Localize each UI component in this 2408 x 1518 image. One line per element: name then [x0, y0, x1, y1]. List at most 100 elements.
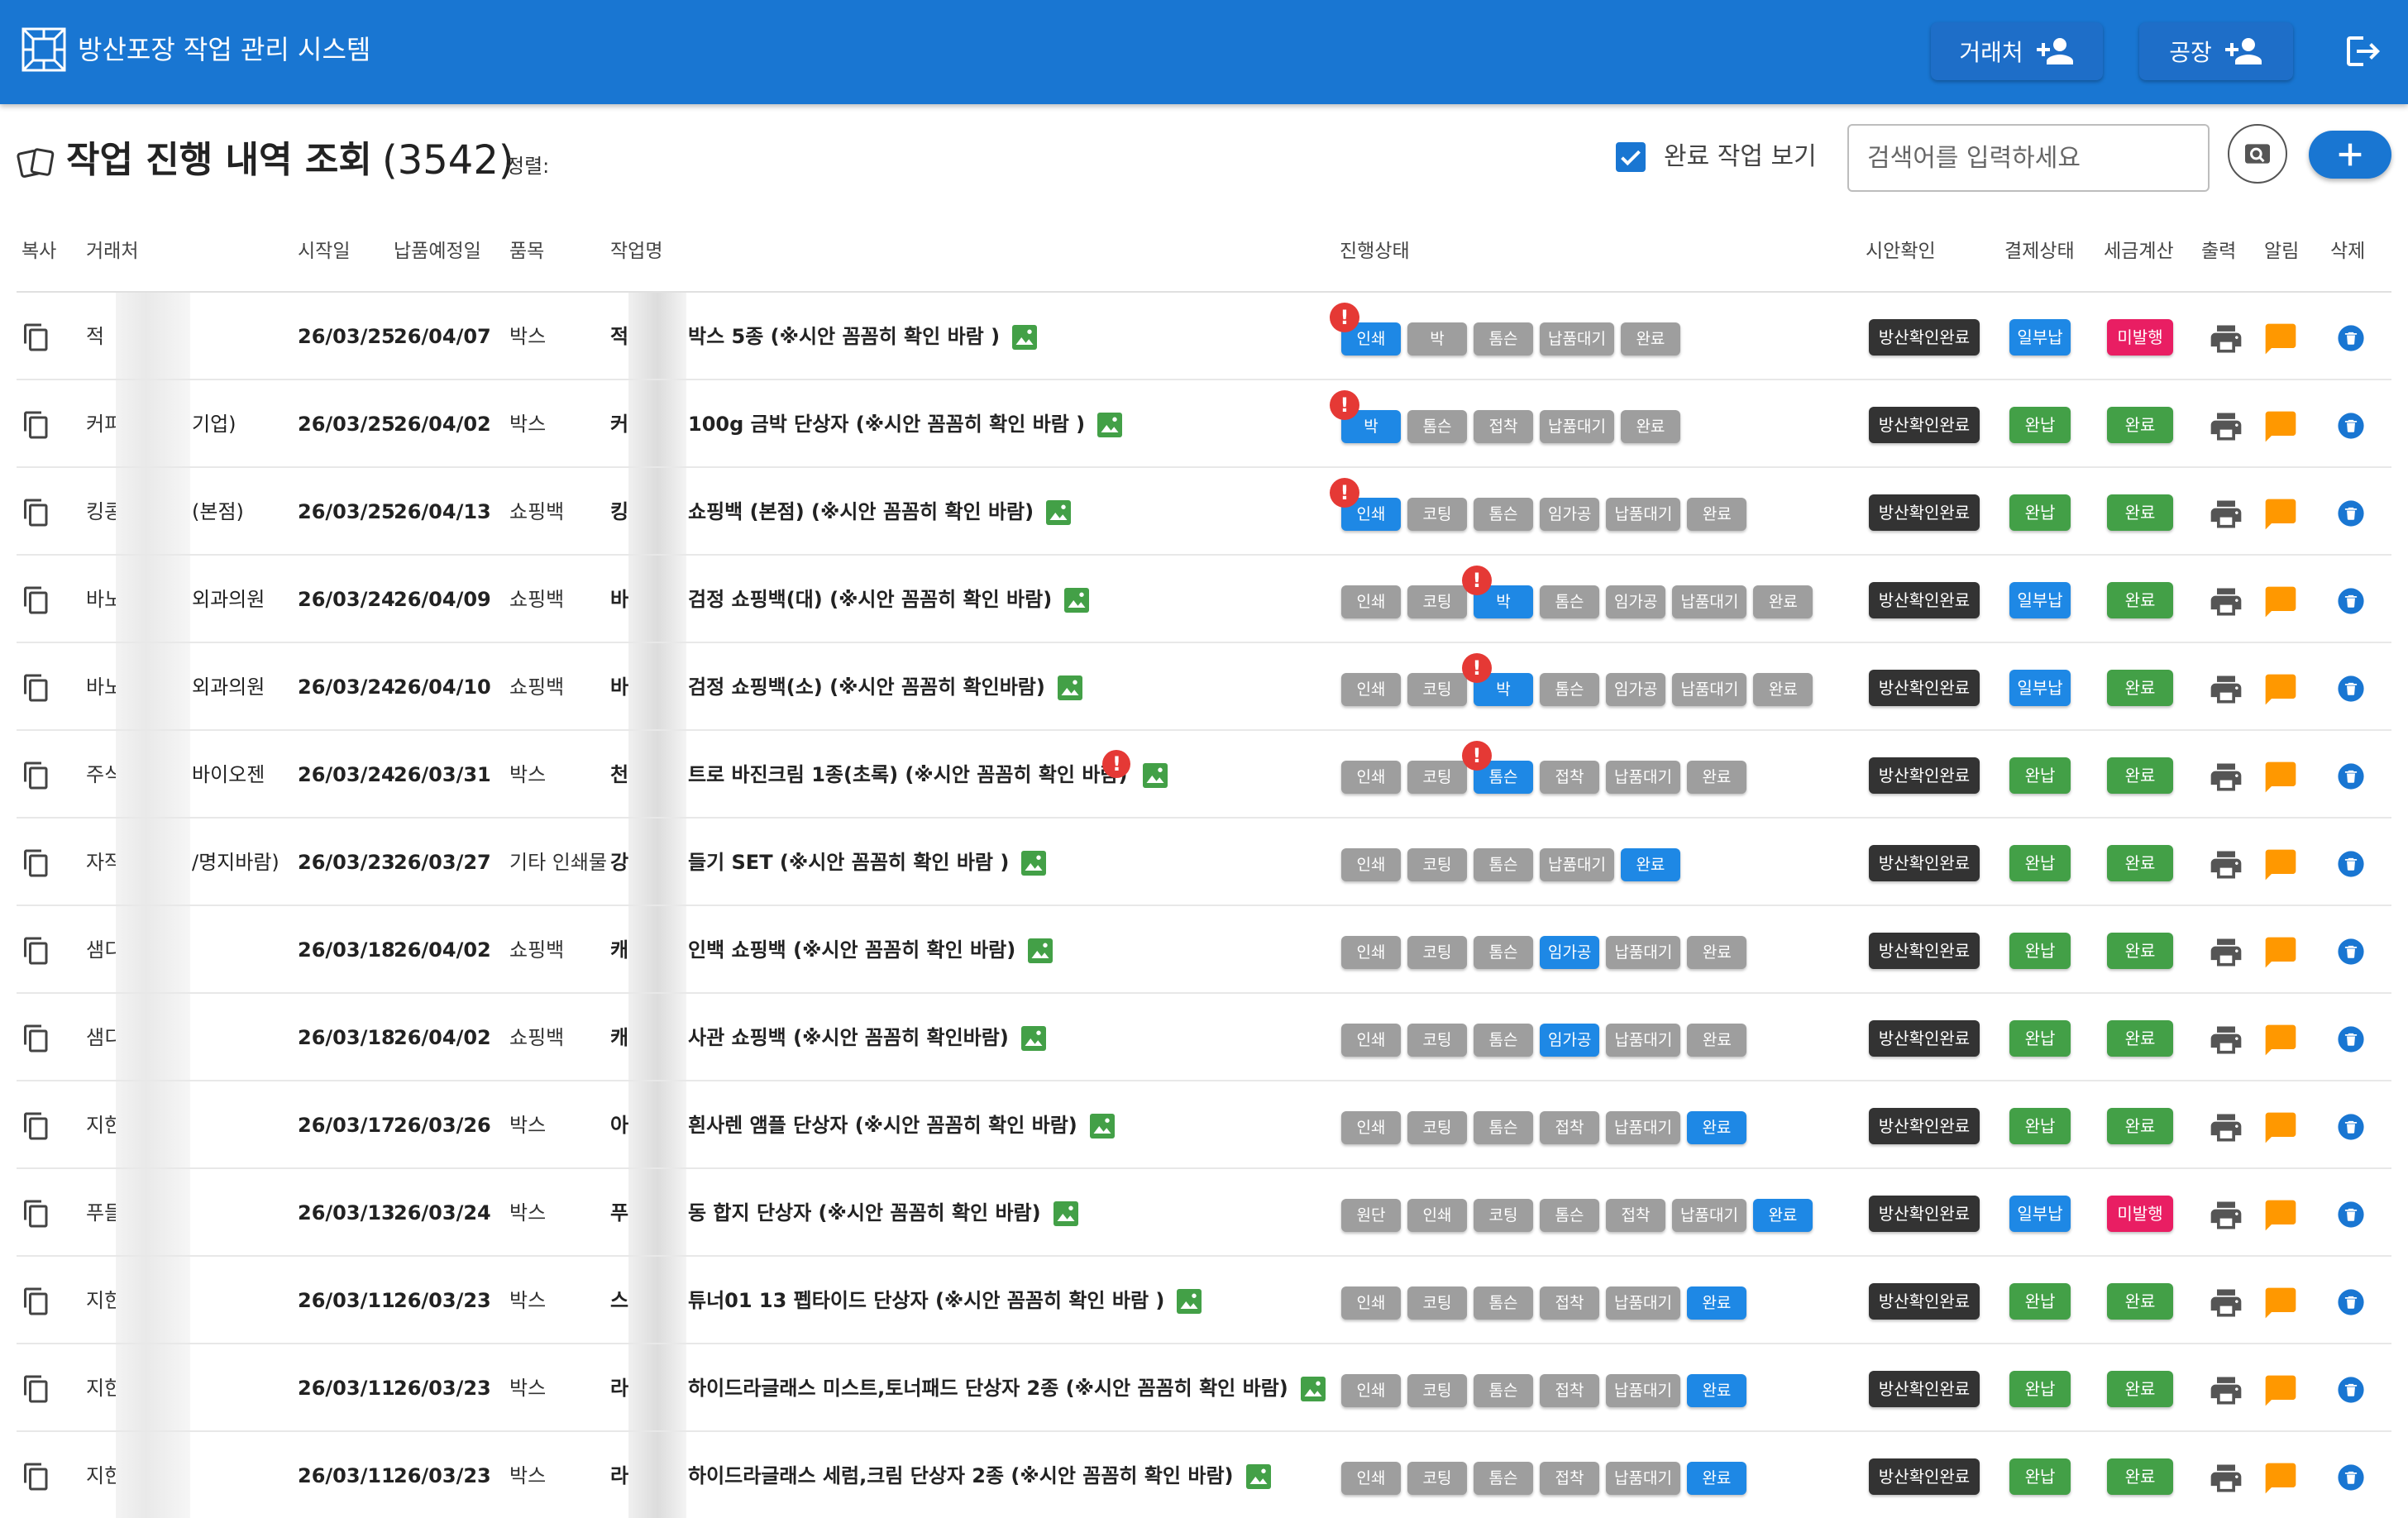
payment-status-chip[interactable]: 일부납 — [2009, 582, 2071, 618]
step-chip[interactable]: 임가공 — [1540, 936, 1600, 969]
proof-status-chip[interactable]: 방산확인완료 — [1869, 319, 1980, 356]
table-row[interactable]: 킹콩 (본점) 26/03/25 26/04/13 쇼핑백 킹 쇼핑백 (본점) (※시안 … — [0, 468, 2408, 556]
step-chip[interactable]: 톰슨 — [1474, 1374, 1533, 1407]
image-icon[interactable] — [1055, 673, 1085, 703]
image-icon[interactable] — [1298, 1374, 1328, 1404]
step-chip[interactable]: 인쇄! — [1330, 303, 1401, 356]
image-icon[interactable] — [1244, 1462, 1273, 1492]
step-chip[interactable]: 인쇄 — [1341, 1374, 1401, 1407]
copy-icon[interactable] — [22, 410, 51, 440]
payment-status-chip[interactable]: 완납 — [2009, 933, 2071, 969]
step-chip[interactable]: 인쇄 — [1407, 1199, 1467, 1232]
step-chip[interactable]: 완료 — [1620, 322, 1680, 356]
step-chip[interactable]: 코팅 — [1474, 1199, 1533, 1232]
search-button[interactable] — [2228, 124, 2287, 184]
payment-status-chip[interactable]: 완납 — [2009, 1371, 2071, 1407]
step-chip[interactable]: 완료 — [1752, 1199, 1813, 1232]
print-icon[interactable] — [2208, 759, 2244, 795]
step-chip[interactable]: 완료 — [1620, 410, 1680, 443]
delete-icon[interactable] — [2337, 1201, 2365, 1229]
table-row[interactable]: 자작/명지바람) 26/03/23 26/03/27 기타 인쇄물 강 들기 SET (※… — [0, 819, 2408, 906]
step-chip[interactable]: 코팅 — [1407, 761, 1467, 794]
step-chip[interactable]: 임가공 — [1606, 585, 1666, 618]
notification-icon[interactable] — [2262, 1372, 2299, 1409]
print-icon[interactable] — [2208, 408, 2244, 445]
payment-status-chip[interactable]: 완납 — [2009, 1020, 2071, 1057]
proof-status-chip[interactable]: 방산확인완료 — [1869, 1108, 1980, 1144]
proof-status-chip[interactable]: 방산확인완료 — [1869, 757, 1980, 794]
step-chip[interactable]: 접착 — [1540, 1111, 1599, 1144]
step-chip[interactable]: 임가공 — [1606, 673, 1666, 706]
step-chip[interactable]: 납품대기 — [1606, 498, 1681, 531]
tax-status-chip[interactable]: 미발행 — [2107, 1196, 2173, 1232]
step-chip[interactable]: 납품대기 — [1672, 585, 1747, 618]
copy-icon[interactable] — [22, 1374, 51, 1404]
payment-status-chip[interactable]: 일부납 — [2009, 1196, 2071, 1232]
notification-icon[interactable] — [2262, 1110, 2299, 1146]
col-client[interactable]: 거래처 — [86, 241, 139, 262]
step-chip[interactable]: 코팅 — [1407, 585, 1467, 618]
tax-status-chip[interactable]: 완료 — [2107, 1108, 2173, 1144]
payment-status-chip[interactable]: 일부납 — [2009, 319, 2071, 356]
step-chip[interactable]: 납품대기 — [1606, 1286, 1680, 1320]
step-chip[interactable]: 납품대기 — [1606, 936, 1681, 969]
step-chip[interactable]: 인쇄 — [1341, 1286, 1401, 1320]
step-chip[interactable]: 인쇄 — [1341, 1111, 1401, 1144]
tax-status-chip[interactable]: 완료 — [2107, 1371, 2173, 1407]
table-row[interactable]: 적 26/03/25 26/04/07 박스 적 박스 5종 (※시안 꼼꼼히 확인 바람… — [0, 293, 2408, 380]
payment-status-chip[interactable]: 완납 — [2009, 1458, 2071, 1495]
step-chip[interactable]: 완료 — [1687, 498, 1747, 531]
step-chip[interactable]: 톰슨 — [1474, 1111, 1533, 1144]
image-icon[interactable] — [1010, 322, 1039, 352]
tax-status-chip[interactable]: 미발행 — [2107, 319, 2173, 356]
step-chip[interactable]: 톰슨 — [1407, 410, 1467, 443]
delete-icon[interactable] — [2337, 587, 2365, 615]
tax-status-chip[interactable]: 완료 — [2107, 1458, 2173, 1495]
tax-status-chip[interactable]: 완료 — [2107, 670, 2173, 706]
notification-icon[interactable] — [2262, 408, 2299, 445]
logout-icon[interactable] — [2344, 31, 2383, 71]
step-chip[interactable]: 완료 — [1686, 1286, 1746, 1320]
proof-status-chip[interactable]: 방산확인완료 — [1869, 1283, 1980, 1320]
step-chip[interactable]: 톰슨 — [1474, 322, 1533, 356]
step-chip[interactable]: 코팅 — [1407, 1286, 1467, 1320]
step-chip[interactable]: 인쇄! — [1330, 478, 1401, 531]
step-chip[interactable]: 임가공 — [1540, 498, 1600, 531]
print-icon[interactable] — [2208, 847, 2244, 883]
step-chip[interactable]: 코팅 — [1407, 498, 1467, 531]
notification-icon[interactable] — [2262, 1460, 2299, 1497]
job-name[interactable]: 박스 5종 (※시안 꼼꼼히 확인 바람 ) — [688, 322, 1039, 352]
step-chip[interactable]: 톰슨 — [1474, 1286, 1533, 1320]
tax-status-chip[interactable]: 완료 — [2107, 757, 2173, 794]
payment-status-chip[interactable]: 일부납 — [2009, 670, 2071, 706]
step-chip[interactable]: 완료 — [1687, 1024, 1747, 1057]
show-done-label[interactable]: 완료 작업 보기 — [1664, 142, 1817, 171]
step-chip[interactable]: 코팅 — [1407, 1462, 1467, 1495]
step-chip[interactable]: 박! — [1462, 653, 1533, 706]
step-chip[interactable]: 접착 — [1540, 1286, 1599, 1320]
proof-status-chip[interactable]: 방산확인완료 — [1869, 582, 1980, 618]
step-chip[interactable]: 완료 — [1753, 673, 1813, 706]
print-icon[interactable] — [2208, 496, 2244, 532]
payment-status-chip[interactable]: 완납 — [2009, 757, 2071, 794]
step-chip[interactable]: 인쇄 — [1341, 1024, 1401, 1057]
copy-icon[interactable] — [22, 322, 51, 352]
copy-icon[interactable] — [22, 1111, 51, 1141]
delete-icon[interactable] — [2337, 938, 2365, 966]
delete-icon[interactable] — [2337, 675, 2365, 703]
step-chip[interactable]: 납품대기 — [1606, 1111, 1680, 1144]
step-chip[interactable]: 인쇄 — [1341, 936, 1401, 969]
table-row[interactable]: 지한 26/03/11 26/03/23 박스 라 하이드라글래스 미스트,토너패드 단상… — [0, 1344, 2408, 1432]
copy-icon[interactable] — [22, 1024, 51, 1053]
step-chip[interactable]: 완료 — [1686, 1374, 1746, 1407]
step-chip[interactable]: 접착 — [1540, 1374, 1599, 1407]
job-name[interactable]: 하이드라글래스 세럼,크림 단상자 2종 (※시안 꼼꼼히 확인 바람) — [688, 1462, 1273, 1492]
print-icon[interactable] — [2208, 1460, 2244, 1497]
step-chip[interactable]: 납품대기 — [1540, 848, 1614, 881]
tax-status-chip[interactable]: 완료 — [2107, 845, 2173, 881]
add-client-button[interactable]: 거래처 — [1931, 22, 2103, 80]
delete-icon[interactable] — [2337, 1025, 2365, 1053]
image-icon[interactable] — [1174, 1286, 1204, 1316]
step-chip[interactable]: 접착 — [1606, 1199, 1665, 1232]
print-icon[interactable] — [2208, 934, 2244, 971]
